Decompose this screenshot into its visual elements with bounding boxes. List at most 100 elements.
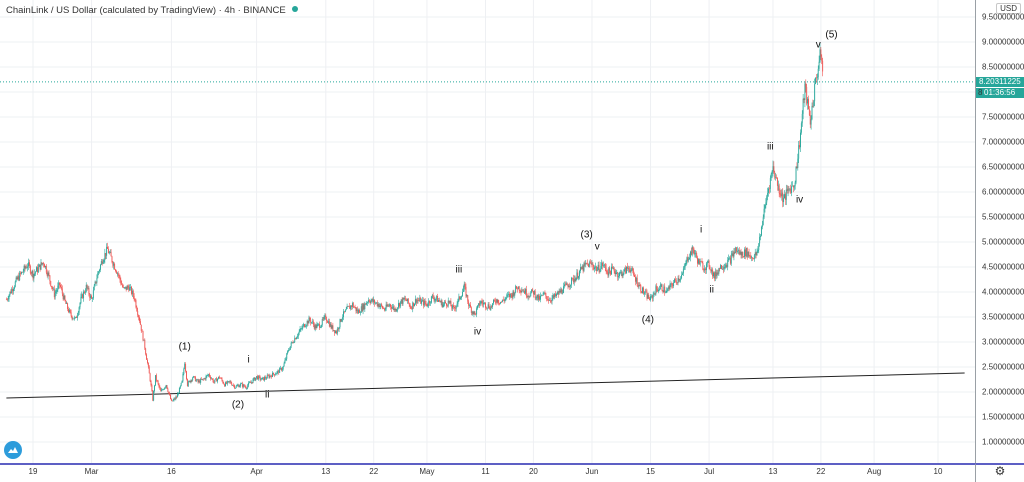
candle-body-322 — [291, 342, 293, 343]
candle-body-342 — [309, 317, 311, 320]
candle-body-113 — [106, 246, 108, 256]
candle-body-837 — [748, 251, 750, 256]
candle-body-920 — [822, 60, 824, 72]
candle-body-910 — [813, 101, 815, 107]
candle-body-782 — [699, 261, 701, 265]
wave-label[interactable]: iv — [795, 194, 804, 205]
wave-label[interactable]: v — [815, 39, 821, 50]
candle-body-672 — [602, 262, 604, 266]
candle-body-382 — [344, 309, 346, 312]
candle-body-470 — [422, 299, 424, 306]
candle-body-451 — [406, 299, 407, 302]
candle-body-490 — [440, 300, 442, 303]
candle-body-699 — [626, 266, 628, 274]
tradingview-logo-icon[interactable] — [4, 441, 22, 459]
wave-label[interactable]: (5) — [825, 29, 838, 40]
candle-body-857 — [766, 196, 768, 203]
candle-body-316 — [286, 353, 288, 359]
candle-body-372 — [335, 331, 337, 334]
candle-body-191 — [175, 396, 177, 400]
candle-body-274 — [249, 382, 250, 384]
wave-label[interactable]: i — [699, 224, 703, 235]
candle-body-471 — [423, 300, 425, 306]
candle-body-854 — [763, 208, 765, 218]
candle-body-866 — [774, 172, 776, 178]
candle-body-532 — [477, 303, 479, 306]
candle-body-291 — [264, 377, 266, 381]
wave-label[interactable]: i — [247, 354, 250, 365]
currency-label[interactable]: USD — [996, 3, 1021, 14]
candle-body-23 — [26, 267, 28, 268]
candle-body-330 — [298, 331, 300, 334]
candle-body-563 — [505, 297, 507, 299]
candle-body-453 — [407, 298, 409, 304]
candle-body-246 — [224, 384, 226, 387]
time-axis[interactable]: 19 Mar 16 Apr 13 22 May 11 20 Jun 15 Jul 13 22 Aug 10 — [0, 463, 975, 482]
y-tick-label: 3.00000000 — [982, 337, 1024, 347]
wave-label[interactable]: iii — [455, 264, 463, 275]
candle-body-649 — [581, 266, 583, 270]
candle-body-436 — [392, 306, 394, 308]
candle-body-891 — [796, 166, 798, 168]
candle-body-767 — [686, 257, 688, 261]
wave-label[interactable]: (1) — [178, 341, 191, 353]
candle-body-701 — [627, 268, 629, 269]
candle-body-424 — [382, 306, 384, 309]
candle-body-169 — [155, 375, 157, 381]
wave-label[interactable]: iv — [473, 326, 482, 338]
wave-label[interactable]: iii — [766, 141, 774, 153]
candle-body-835 — [746, 247, 748, 257]
wave-label[interactable]: v — [594, 241, 600, 253]
candle-body-600 — [538, 296, 540, 300]
candle-body-267 — [242, 384, 244, 387]
price-chart[interactable] — [0, 0, 975, 463]
wave-label[interactable]: (4) — [641, 314, 654, 325]
wave-label[interactable]: (3) — [580, 229, 593, 240]
candle-body-670 — [600, 266, 602, 271]
candle-body-49 — [49, 275, 51, 281]
candle-body-271 — [246, 388, 248, 389]
candle-body-491 — [441, 300, 443, 307]
candle-body-390 — [351, 303, 353, 307]
candle-body-878 — [784, 194, 786, 200]
candle-body-836 — [747, 251, 749, 257]
candle-body-655 — [587, 263, 588, 265]
candle-body-162 — [149, 373, 151, 381]
candle-body-121 — [113, 263, 115, 266]
support-trendline[interactable] — [6, 372, 965, 399]
candle-body-284 — [257, 375, 259, 380]
candle-body-629 — [564, 284, 565, 287]
wave-label[interactable]: ii — [265, 389, 270, 400]
axis-corner — [975, 463, 1024, 482]
candle-body-173 — [159, 386, 161, 389]
candle-body-541 — [485, 307, 487, 309]
candle-body-307 — [278, 370, 280, 373]
candle-body-758 — [678, 278, 680, 281]
candle-body-809 — [723, 267, 725, 270]
candle-body-484 — [435, 298, 437, 300]
candle-body-651 — [583, 263, 585, 271]
wave-label[interactable]: ii — [709, 284, 714, 295]
x-tick-label: 13 — [321, 467, 331, 476]
wave-label[interactable]: (2) — [231, 399, 245, 410]
candle-body-546 — [490, 306, 492, 310]
price-axis[interactable]: USD 9.500000009.000000008.500000008.0000… — [975, 0, 1024, 463]
candle-body-137 — [127, 286, 129, 288]
settings-gear-icon[interactable]: ⚙ — [994, 464, 1006, 478]
candle-body-578 — [518, 286, 520, 291]
candle-body-731 — [654, 293, 656, 295]
candle-body-326 — [295, 338, 297, 340]
candle-body-884 — [790, 188, 792, 193]
candle-body-841 — [752, 257, 754, 259]
candle-body-839 — [750, 256, 752, 258]
candle-body-580 — [520, 290, 522, 293]
candle-body-365 — [329, 323, 331, 327]
candle-body-208 — [190, 379, 192, 383]
candle-body-514 — [461, 292, 463, 297]
candle-body-902 — [806, 86, 808, 104]
candle-body-743 — [665, 292, 667, 294]
candle-body-359 — [324, 315, 326, 317]
candle-body-747 — [668, 287, 670, 289]
candle-body-597 — [535, 297, 537, 299]
candle-body-684 — [612, 267, 614, 269]
